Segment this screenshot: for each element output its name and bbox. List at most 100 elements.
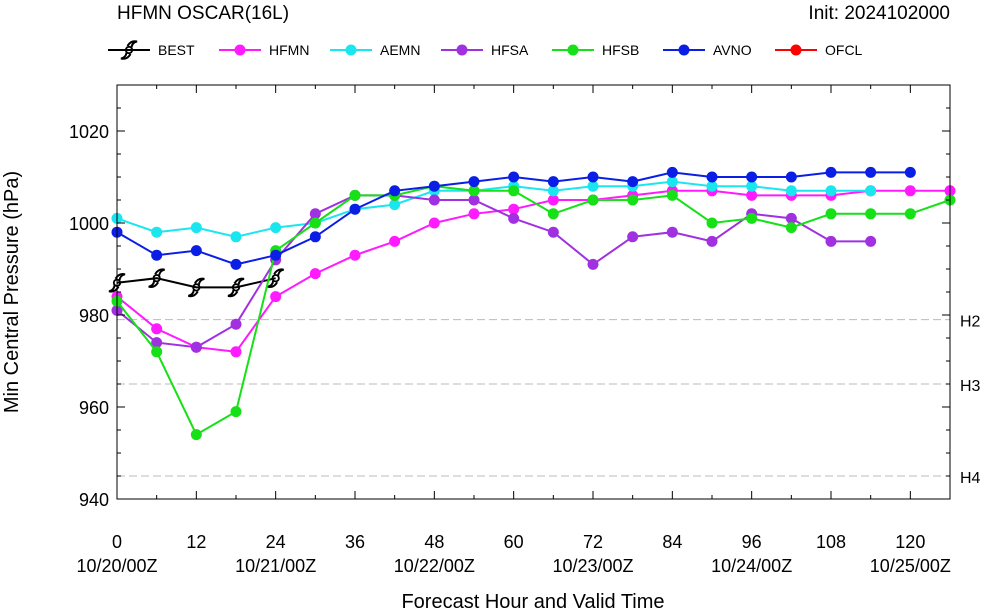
point-avno — [627, 176, 639, 188]
legend-label-avno: AVNO — [713, 42, 752, 58]
point-hfsa — [627, 231, 639, 243]
y-tick-label: 940 — [79, 490, 109, 510]
y-axis: 940 960 980 1000 1020 — [69, 84, 950, 510]
legend-item-hfsb: HFSB — [552, 42, 639, 58]
point-avno — [230, 258, 242, 270]
point-hfsb — [190, 429, 202, 441]
point-hfmn — [349, 249, 361, 261]
point-best — [227, 277, 245, 298]
point-hfsb — [468, 185, 480, 197]
series-line-best — [116, 277, 276, 289]
series-hfsb — [111, 180, 956, 441]
point-hfmn — [508, 203, 520, 215]
point-hfmn — [270, 291, 282, 303]
ref-label-h3: H3 — [960, 378, 981, 395]
point-avno — [904, 166, 916, 178]
point-avno — [508, 171, 520, 183]
point-avno — [666, 166, 678, 178]
point-hfsa — [309, 208, 321, 220]
series-line-aemn — [116, 180, 871, 238]
date-tick-label: 10/21/00Z — [235, 556, 316, 576]
point-aemn — [865, 185, 877, 197]
point-aemn — [587, 180, 599, 192]
y-tick-label: 1020 — [69, 122, 109, 142]
legend-label-best: BEST — [158, 42, 195, 58]
date-tick-label: 10/23/00Z — [552, 556, 633, 576]
legend-symbol-avno — [678, 44, 690, 56]
point-aemn — [190, 222, 202, 234]
point-hfsa — [468, 194, 480, 206]
point-hfmn — [309, 268, 321, 280]
point-avno — [309, 231, 321, 243]
series-line-hfmn — [116, 189, 950, 353]
reference-lines: H2 H3 H4 — [117, 314, 981, 487]
legend-item-ofcl: OFCL — [775, 42, 863, 58]
point-aemn — [706, 180, 718, 192]
point-hfsa — [190, 341, 202, 353]
point-avno — [389, 185, 401, 197]
x-tick-label: 0 — [112, 532, 122, 552]
x-tick-label: 12 — [186, 532, 206, 552]
point-hfsb — [627, 194, 639, 206]
ref-label-h2: H2 — [960, 314, 981, 331]
point-hfsa — [547, 226, 559, 238]
y-tick-label: 1000 — [69, 214, 109, 234]
point-avno — [785, 171, 797, 183]
point-hfsb — [785, 222, 797, 234]
point-avno — [428, 180, 440, 192]
point-hfsb — [508, 185, 520, 197]
x-tick-label: 24 — [266, 532, 286, 552]
point-avno — [190, 245, 202, 257]
legend-symbol-ofcl — [790, 44, 802, 56]
x-tick-label: 108 — [816, 532, 846, 552]
date-tick-label: 10/22/00Z — [394, 556, 475, 576]
point-avno — [587, 171, 599, 183]
date-tick-label: 10/25/00Z — [870, 556, 951, 576]
point-hfsb — [547, 208, 559, 220]
point-avno — [547, 176, 559, 188]
point-aemn — [389, 199, 401, 211]
legend-item-best: BEST — [108, 40, 195, 60]
point-aemn — [547, 185, 559, 197]
point-hfmn — [428, 217, 440, 229]
point-hfsa — [428, 194, 440, 206]
point-aemn — [825, 185, 837, 197]
date-tick-label: 10/20/00Z — [76, 556, 157, 576]
point-hfmn — [746, 189, 758, 201]
series-best — [108, 268, 284, 298]
series-avno — [111, 166, 916, 270]
point-hfsa — [706, 235, 718, 247]
point-hfsa — [825, 235, 837, 247]
point-avno — [865, 166, 877, 178]
x-tick-label: 36 — [345, 532, 365, 552]
point-aemn — [746, 180, 758, 192]
point-hfmn — [389, 235, 401, 247]
point-hfsa — [230, 318, 242, 330]
point-aemn — [666, 176, 678, 188]
point-hfsb — [666, 189, 678, 201]
legend: BEST HFMN AEMN HFSA HFSB AVNO OFCL — [108, 40, 863, 60]
legend-label-aemn: AEMN — [380, 42, 420, 58]
x-tick-label: 48 — [424, 532, 444, 552]
legend-item-aemn: AEMN — [330, 42, 420, 58]
date-tick-label: 10/24/00Z — [711, 556, 792, 576]
point-hfsb — [825, 208, 837, 220]
series-line-hfsb — [116, 185, 951, 437]
legend-label-ofcl: OFCL — [825, 42, 863, 58]
y-tick-label: 960 — [79, 398, 109, 418]
legend-item-hfsa: HFSA — [441, 42, 529, 58]
point-hfmn — [547, 194, 559, 206]
point-hfsb — [587, 194, 599, 206]
point-hfmn — [468, 208, 480, 220]
legend-label-hfmn: HFMN — [269, 42, 309, 58]
legend-symbol-aemn — [345, 44, 357, 56]
point-avno — [825, 166, 837, 178]
point-hfsa — [865, 235, 877, 247]
x-axis: 0 12 24 36 48 60 72 84 96 108 120 10/20/00Z 10/21/00… — [76, 85, 951, 576]
ref-label-h4: H4 — [960, 470, 981, 487]
point-avno — [706, 171, 718, 183]
point-avno — [746, 171, 758, 183]
point-hfsb — [706, 217, 718, 229]
point-hfsa — [587, 258, 599, 270]
